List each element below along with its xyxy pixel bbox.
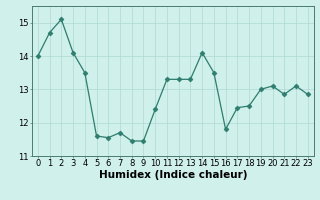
X-axis label: Humidex (Indice chaleur): Humidex (Indice chaleur) bbox=[99, 170, 247, 180]
